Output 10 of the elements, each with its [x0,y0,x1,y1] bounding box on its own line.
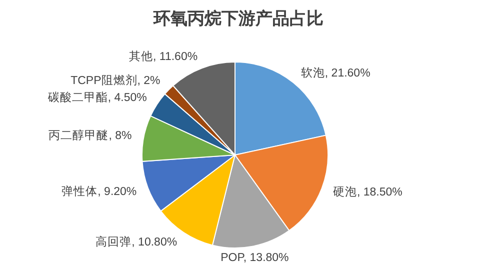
slice-label: 丙二醇甲醚, 8% [48,128,132,142]
slice-label: POP, 13.80% [220,252,289,264]
slice-label: 弹性体, 9.20% [62,184,137,198]
chart-title: 环氧丙烷下游产品占比 [152,9,324,28]
slice-label: 其他, 11.60% [129,50,198,63]
slice-label: 硬泡, 18.50% [332,186,402,199]
slice-label: 碳酸二甲酯, 4.50% [46,90,147,104]
slice-label: TCPP阻燃剂, 2% [70,73,160,88]
slice-label: 软泡, 21.60% [300,66,370,80]
slice-label: 高回弹, 10.80% [96,234,178,249]
